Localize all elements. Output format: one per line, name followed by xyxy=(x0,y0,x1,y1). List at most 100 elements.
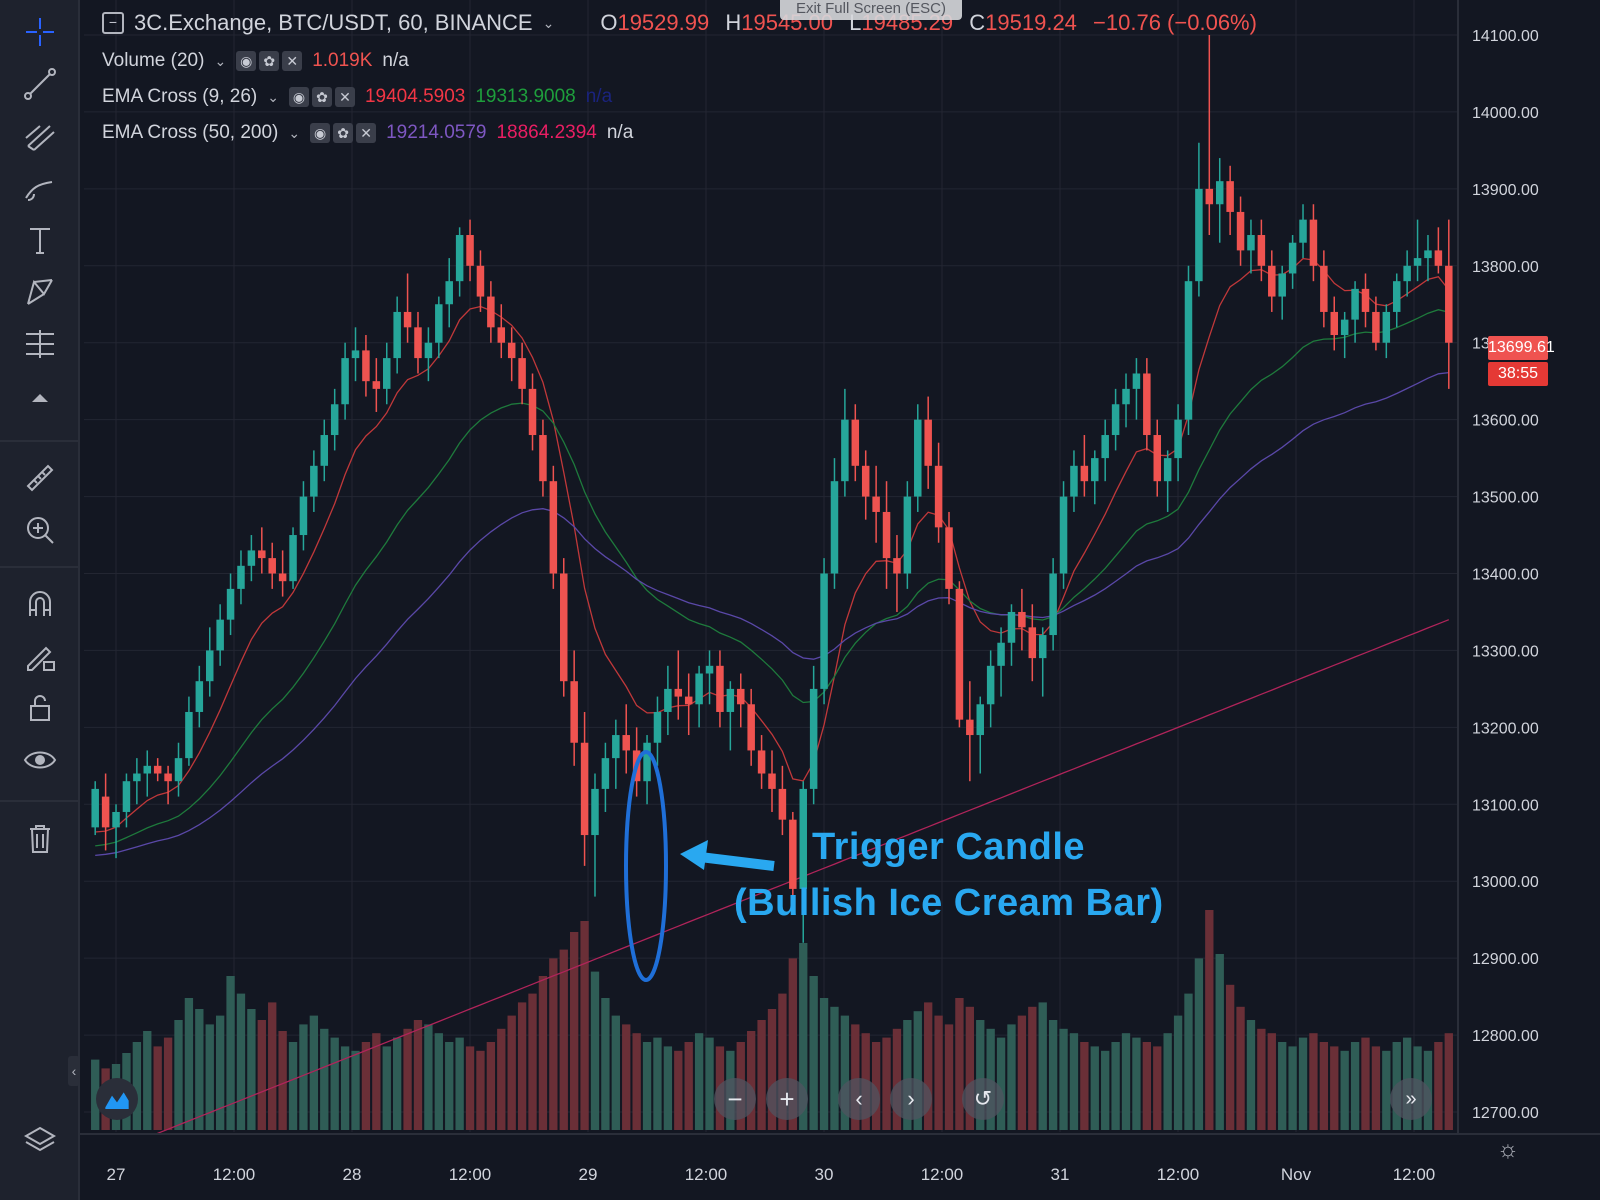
candle-body xyxy=(1330,311,1339,336)
trash-icon[interactable] xyxy=(14,816,66,860)
volume-bar xyxy=(486,1042,496,1130)
reset-chart-button[interactable]: ↺ xyxy=(962,1078,1004,1120)
candle-body xyxy=(205,650,214,682)
time-tick-label: 30 xyxy=(815,1165,834,1184)
crosshair-icon[interactable] xyxy=(14,10,66,54)
volume-bar xyxy=(361,1042,371,1130)
indicator-legend[interactable]: EMA Cross (50, 200) ⌄ ◉ ✿ ✕ 19214.0579 18864.2… xyxy=(102,122,633,144)
settings-gear-icon[interactable]: ☼ xyxy=(1497,1136,1519,1163)
volume-bar xyxy=(1278,1042,1287,1130)
magnet-icon[interactable] xyxy=(14,582,66,626)
indicator-name: EMA Cross (50, 200) xyxy=(102,122,279,143)
chevron-down-icon[interactable]: ⌄ xyxy=(267,88,279,105)
zoom-in-button[interactable]: + xyxy=(766,1078,808,1120)
volume-bar xyxy=(653,1037,662,1130)
zoom-in-icon[interactable] xyxy=(14,508,66,552)
chevron-down-icon[interactable]: ⌄ xyxy=(288,124,301,141)
candle-body xyxy=(893,558,901,574)
volume-bar xyxy=(174,1020,183,1130)
volume-bar xyxy=(705,1037,714,1130)
volume-bar xyxy=(445,1042,454,1130)
chevron-down-icon[interactable]: ⌄ xyxy=(214,52,227,69)
eye-icon[interactable]: ◉ xyxy=(310,123,331,143)
volume-bar xyxy=(1059,1028,1068,1130)
candle-body xyxy=(487,296,495,328)
volume-bar xyxy=(153,1046,162,1130)
candle-body xyxy=(986,665,995,705)
candle-body xyxy=(997,642,1005,666)
brush-icon[interactable] xyxy=(14,166,66,210)
trend-line-icon[interactable] xyxy=(14,62,66,106)
eye-icon[interactable]: ◉ xyxy=(236,51,257,71)
volume-bar xyxy=(288,1042,298,1130)
candle-body xyxy=(382,358,391,389)
volume-bar xyxy=(1205,910,1214,1130)
volume-bar xyxy=(851,1024,860,1130)
volume-bar xyxy=(382,1046,391,1130)
candlesticks xyxy=(91,35,1453,943)
volume-bar xyxy=(372,1033,381,1130)
lock-icon[interactable] xyxy=(14,686,66,730)
toolbar-divider xyxy=(0,566,78,568)
volume-bar xyxy=(1350,1042,1360,1130)
collapse-legend-icon[interactable]: − xyxy=(102,12,124,34)
scroll-to-latest-button[interactable]: » xyxy=(1390,1078,1432,1120)
volume-bar xyxy=(830,1006,839,1130)
indicator-legend[interactable]: EMA Cross (9, 26) ⌄ ◉ ✿ ✕ 19404.5903 19313.900… xyxy=(102,86,612,108)
lock-pencil-icon[interactable] xyxy=(14,634,66,678)
gear-icon[interactable]: ✿ xyxy=(259,51,280,71)
candle-body xyxy=(1028,627,1037,659)
indicator-value: 19214.0579 xyxy=(386,122,487,143)
volume-bar xyxy=(913,1011,922,1130)
gear-icon[interactable]: ✿ xyxy=(311,87,332,107)
fullscreen-tooltip[interactable]: Exit Full Screen (ESC) xyxy=(780,0,962,20)
candle-body xyxy=(528,388,537,436)
indicator-value: 19404.5903 xyxy=(364,86,466,107)
volume-bar xyxy=(757,1020,766,1130)
eye-icon[interactable]: ◉ xyxy=(288,87,309,107)
collapse-toolbar-icon[interactable]: ‹ xyxy=(68,1056,80,1086)
close-icon[interactable]: ✕ xyxy=(334,87,355,107)
volume-bar xyxy=(632,1033,641,1130)
ruler-icon[interactable] xyxy=(14,456,66,500)
symbol-legend[interactable]: − 3C.Exchange, BTC/USDT, 60, BINANCE ⌄ O… xyxy=(102,10,1257,36)
chart-area[interactable]: 14100.0014000.0013900.0013800.0013700.00… xyxy=(68,0,1600,1200)
price-tick-label: 13100.00 xyxy=(1472,797,1539,814)
chevron-down-icon[interactable]: ⌄ xyxy=(542,14,555,31)
volume-bar xyxy=(767,1009,777,1130)
price-axis: 14100.0014000.0013900.0013800.0013700.00… xyxy=(1457,0,1600,1200)
ema-50-line xyxy=(95,371,1449,857)
fib-icon[interactable] xyxy=(14,322,66,366)
candle-body xyxy=(861,465,870,497)
close-icon[interactable]: ✕ xyxy=(282,51,303,71)
candle-body xyxy=(476,265,485,297)
close-icon[interactable]: ✕ xyxy=(356,123,377,143)
volume-bar xyxy=(1371,1046,1381,1130)
candle-body xyxy=(1163,458,1172,482)
text-icon[interactable] xyxy=(14,218,66,262)
indicator-value: n/a xyxy=(606,122,634,143)
scroll-left-button[interactable]: ‹ xyxy=(838,1078,880,1120)
time-tick-label: 12:00 xyxy=(1393,1165,1436,1184)
volume-bar xyxy=(882,1037,891,1130)
indicator-value: 18864.2394 xyxy=(496,122,597,143)
ema-200-line xyxy=(94,619,1450,1159)
time-tick-label: 27 xyxy=(107,1165,126,1184)
eye-icon[interactable] xyxy=(14,738,66,782)
price-chart[interactable]: 14100.0014000.0013900.0013800.0013700.00… xyxy=(80,0,1600,1200)
volume-bar xyxy=(476,1050,485,1130)
pitchfork-icon[interactable] xyxy=(14,114,66,158)
pattern-icon[interactable] xyxy=(14,270,66,314)
candle-body xyxy=(1361,288,1370,312)
volume-bar xyxy=(976,1020,985,1130)
indicator-legend[interactable]: Volume (20) ⌄ ◉ ✿ ✕ 1.019K n/a xyxy=(102,50,409,72)
collapse-up-icon[interactable] xyxy=(14,384,66,412)
candle-body xyxy=(851,419,860,466)
gear-icon[interactable]: ✿ xyxy=(333,123,354,143)
scroll-right-button[interactable]: › xyxy=(890,1078,932,1120)
zoom-out-button[interactable]: − xyxy=(714,1078,756,1120)
layers-icon[interactable] xyxy=(14,1118,66,1162)
chart-type-icon[interactable] xyxy=(96,1078,138,1120)
indicator-value: n/a xyxy=(382,50,409,71)
candle-body xyxy=(716,665,724,712)
